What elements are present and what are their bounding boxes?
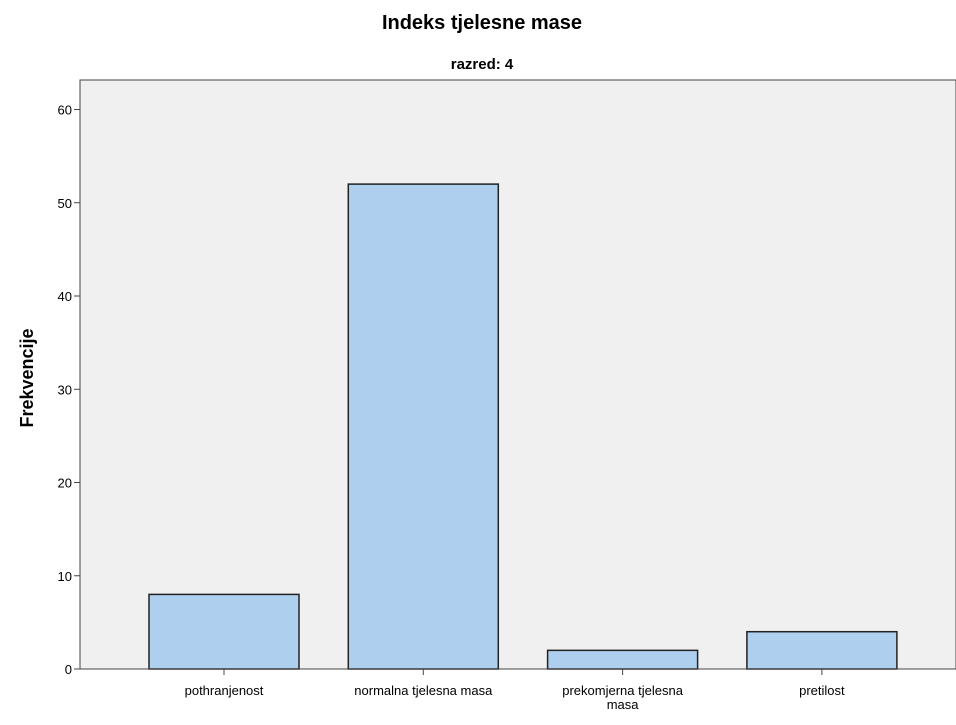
bar: [546, 649, 699, 670]
chart-title: Indeks tjelesne mase: [382, 12, 582, 34]
y-tick-label: 0: [65, 662, 72, 677]
bar: [347, 183, 500, 670]
y-tick-label: 50: [58, 196, 72, 211]
x-axis: pothranjenost normalna tjelesna masa preko…: [80, 668, 956, 712]
x-tick-label: normalna tjelesna masa: [354, 683, 493, 698]
x-tick-label: pretilost: [799, 683, 845, 698]
y-tick-label: 30: [58, 382, 72, 397]
bar: [148, 593, 300, 670]
y-axis: 0 10 20 30 40 50 60: [58, 103, 80, 677]
y-tick-label: 40: [58, 289, 72, 304]
bar: [746, 630, 898, 670]
y-tick-label: 60: [58, 103, 72, 118]
plot-area: [79, 79, 956, 670]
x-tick-label: prekomjerna tjelesna masa: [562, 683, 683, 712]
y-tick-label: 10: [58, 569, 72, 584]
y-tick-label: 20: [58, 476, 72, 491]
chart-subtitle: razred: 4: [451, 56, 514, 73]
y-axis-label: Frekvencije: [17, 328, 37, 427]
x-tick-label: pothranjenost: [185, 683, 264, 698]
